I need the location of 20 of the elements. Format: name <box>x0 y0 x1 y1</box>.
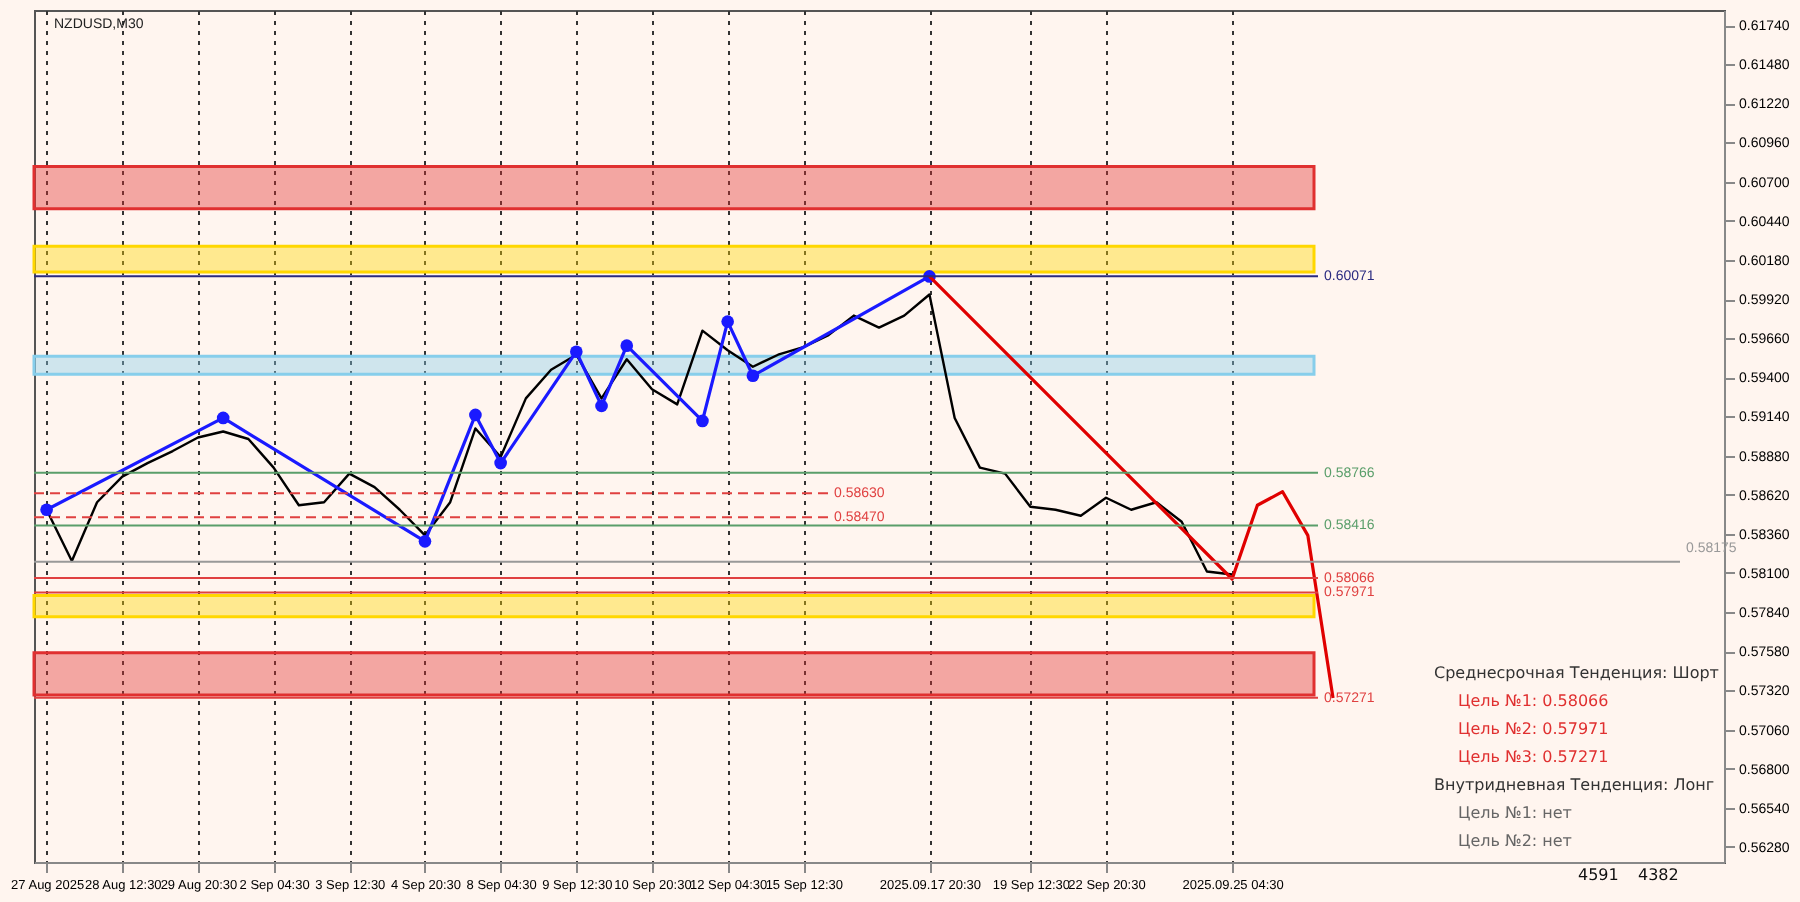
point <box>216 411 230 425</box>
point <box>494 456 507 470</box>
annotation: Цель №2: нет <box>1458 832 1573 850</box>
point <box>469 408 482 422</box>
point <box>40 503 53 517</box>
point <box>569 345 583 359</box>
point <box>418 535 432 548</box>
annotation: Цель №2: 0.57971 <box>1458 720 1609 738</box>
point <box>721 315 734 328</box>
annotation: Цель №1: нет <box>1458 804 1573 822</box>
point <box>595 399 608 413</box>
annotation: Среднесрочная Тенденция: Шорт <box>1434 664 1720 682</box>
annotation: Цель №3: 0.57271 <box>1458 748 1609 766</box>
annotation: Цель №1: 0.58066 <box>1458 692 1609 710</box>
text: 4382 <box>1638 866 1679 884</box>
annotation: Внутридневная Тенденция: Лонг <box>1434 776 1715 794</box>
text: 4591 <box>1578 866 1619 884</box>
point <box>620 339 634 352</box>
point <box>746 369 760 383</box>
point <box>696 414 709 428</box>
